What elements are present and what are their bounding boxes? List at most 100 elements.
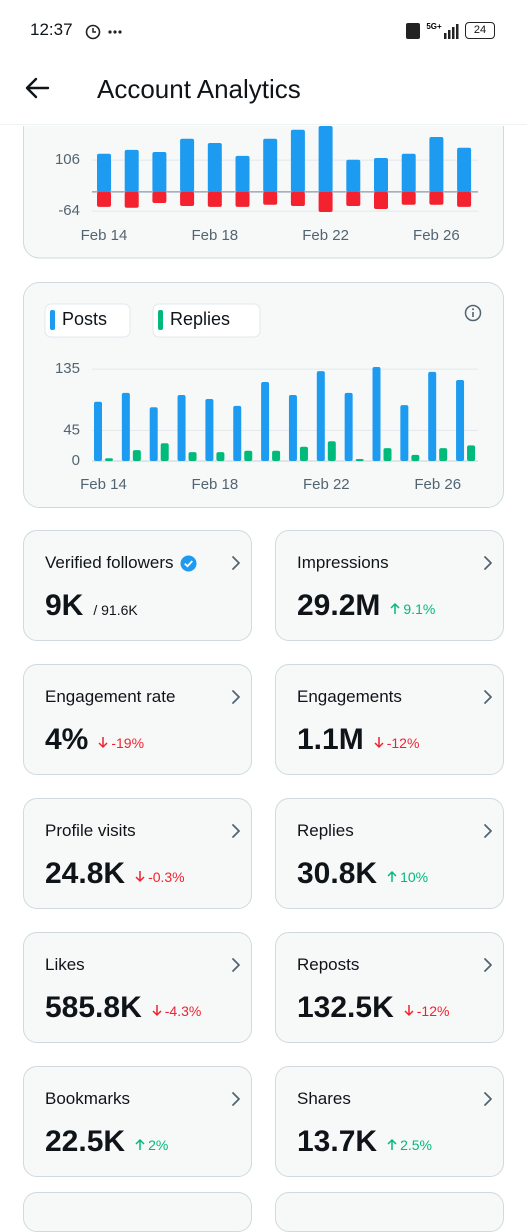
metric-value-row: 24.8K -0.3% — [45, 857, 185, 891]
bar — [401, 191, 416, 205]
metric-label-row: Profile visits — [45, 821, 136, 841]
bar — [233, 405, 242, 461]
bar — [263, 138, 278, 192]
y-tick-label: 45 — [63, 421, 80, 438]
metric-change: -0.3% — [135, 869, 185, 885]
legend-item[interactable]: Posts — [44, 303, 131, 338]
chart-posts-replies: 0 45 135 Feb 14 Feb 18 Feb 22 Feb 26 Posts Repli… — [23, 282, 504, 508]
bar — [457, 191, 472, 207]
metric-value-row: 132.5K -12% — [297, 991, 449, 1025]
bar — [290, 191, 305, 206]
trend-arrow — [390, 602, 400, 614]
metric-label-row: Shares — [297, 1089, 351, 1109]
header-title: Account Analytics — [97, 74, 301, 104]
bar — [177, 394, 186, 461]
bar — [400, 405, 409, 461]
metric-change-value: -4.3% — [164, 1002, 202, 1019]
bar — [216, 452, 225, 461]
trend-arrow — [98, 737, 108, 749]
signal-icons: 5G+ — [406, 22, 459, 39]
bar — [94, 401, 102, 461]
chevron — [232, 1092, 240, 1106]
info-icon[interactable] — [464, 304, 482, 322]
bar — [288, 394, 297, 461]
bar — [205, 399, 214, 461]
bar — [374, 158, 388, 192]
bar — [244, 450, 253, 461]
bar — [429, 137, 444, 192]
x-tick-label: Feb 26 — [414, 476, 461, 493]
y-tick-label: 106 — [55, 151, 80, 168]
metric-label: Engagement rate — [45, 687, 176, 706]
x-tick-label: Feb 18 — [192, 476, 239, 493]
metric-change: -12% — [374, 734, 420, 751]
metric-label: Replies — [297, 821, 354, 840]
bar — [188, 452, 197, 461]
metric-value-row: 9K / 91.6K — [45, 589, 138, 623]
bar — [316, 371, 325, 461]
status-time: 12:37 — [30, 20, 73, 39]
metric-card[interactable]: Engagement rate 4% -19% — [23, 664, 252, 775]
trend-arrow — [152, 1005, 162, 1017]
bar — [344, 392, 353, 461]
metric-value: 4% — [45, 723, 89, 756]
metric-card[interactable]: Shares 13.7K 2.5% — [275, 1066, 504, 1177]
bar — [235, 191, 250, 207]
metric-value: 29.2M — [297, 589, 381, 622]
bar — [97, 191, 111, 207]
trend-arrow — [387, 870, 397, 882]
metric-change: -19% — [98, 735, 144, 751]
metric-card[interactable]: Profile visits 24.8K -0.3% — [23, 798, 252, 909]
chart-net-followers: -64 106 Feb 14 Feb 18 Feb 22 Feb 26 — [23, 126, 504, 259]
bar — [299, 446, 308, 461]
metric-change-value: -12% — [386, 734, 420, 751]
metric-card[interactable]: Impressions 29.2M 9.1% — [275, 530, 504, 641]
header-divider — [0, 124, 527, 125]
metric-change-value: -0.3% — [148, 868, 185, 885]
bar — [180, 138, 195, 192]
bar — [207, 143, 222, 192]
metric-change: 10% — [387, 869, 428, 885]
x-tick-label: Feb 26 — [413, 227, 460, 244]
bar — [149, 407, 158, 461]
verified-badge — [180, 555, 197, 571]
trend-arrow — [404, 1005, 414, 1017]
metric-change-value: -19% — [111, 734, 145, 751]
metric-value-row: 30.8K 10% — [297, 857, 428, 891]
bar — [401, 153, 416, 192]
metric-label-row: Verified followers — [45, 553, 197, 573]
bar — [152, 152, 167, 192]
x-tick-label: Feb 22 — [303, 476, 350, 493]
metric-card[interactable]: Reposts 132.5K -12% — [275, 932, 504, 1043]
metric-label-row: Bookmarks — [45, 1089, 130, 1109]
bar — [374, 191, 388, 209]
network-label: 5G+ — [426, 22, 442, 31]
x-tick-label: Feb 14 — [81, 227, 128, 244]
metric-change: 2% — [135, 1137, 168, 1153]
metric-value: 13.7K — [297, 1125, 378, 1158]
chevron — [484, 556, 492, 570]
metric-value-row: 4% -19% — [45, 723, 144, 757]
metric-card[interactable]: Likes 585.8K -4.3% — [23, 932, 252, 1043]
bar — [105, 458, 113, 461]
metric-card[interactable]: Replies 30.8K 10% — [275, 798, 504, 909]
back-button[interactable] — [24, 76, 50, 100]
bar — [327, 441, 336, 461]
metric-label: Impressions — [297, 553, 389, 572]
chevron — [484, 690, 492, 704]
metric-card[interactable]: Verified followers 9K / 91.6K — [23, 530, 252, 641]
bar — [346, 191, 361, 206]
bar — [263, 191, 278, 205]
metric-value: 22.5K — [45, 1125, 126, 1158]
bar — [346, 159, 361, 192]
bar — [180, 191, 195, 206]
screen: 12:37 5G+ 24 Account Analytics -64 106 Feb… — [0, 20, 527, 1232]
metric-label: Verified followers — [45, 553, 174, 572]
metric-card[interactable]: Engagements 1.1M -12% — [275, 664, 504, 775]
bar — [97, 153, 111, 192]
metric-value: 132.5K — [297, 991, 394, 1024]
legend-item[interactable]: Replies — [152, 303, 261, 338]
metric-label-row: Reposts — [297, 955, 359, 975]
metric-card[interactable]: Bookmarks 22.5K 2% — [23, 1066, 252, 1177]
metric-value: 24.8K — [45, 857, 126, 890]
